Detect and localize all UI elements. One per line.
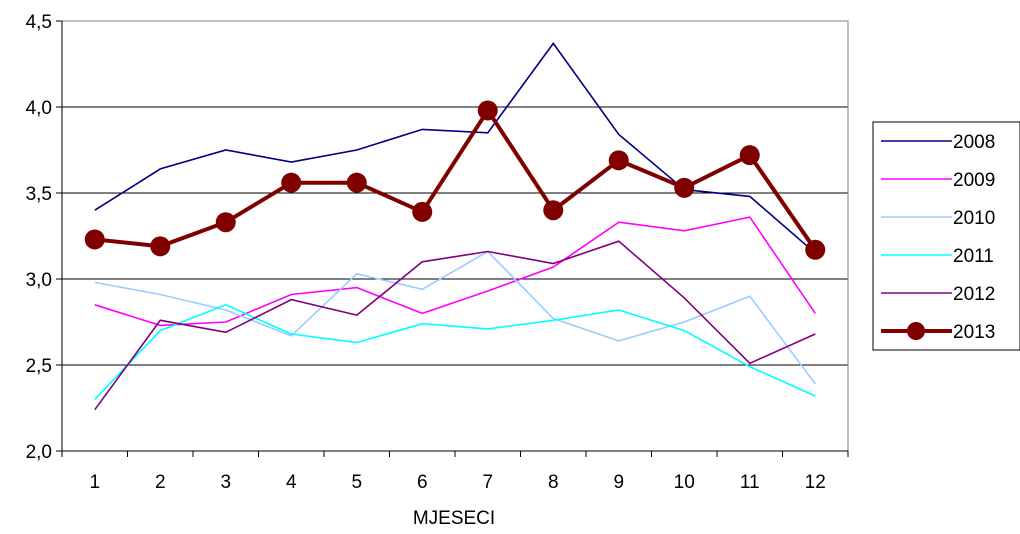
legend-label-2009: 2009: [953, 170, 995, 191]
axes: [56, 20, 849, 457]
plot-area: [61, 20, 849, 452]
x-tick-label: 10: [674, 472, 695, 493]
series-line-2011: [94, 303, 816, 400]
legend-box: [872, 121, 1020, 351]
data-point-2013: [608, 150, 629, 171]
data-point-2013: [150, 236, 171, 257]
series-line-2013: [94, 106, 817, 251]
x-tick-label: 4: [286, 472, 297, 493]
y-tick-label: 4,0: [26, 98, 52, 119]
y-tick-label: 3,5: [26, 184, 52, 205]
series-line-2010: [94, 250, 816, 385]
x-tick-label: 5: [351, 472, 362, 493]
x-tick-label: 11: [740, 472, 760, 493]
data-point-2013: [84, 229, 105, 250]
data-point-2013: [346, 172, 367, 193]
data-point-2013: [215, 212, 236, 233]
data-point-2013: [674, 177, 695, 198]
gridlines: [62, 106, 848, 366]
y-tick-labels: 2,0 2,5 3,0 3,5 4,0 4,5: [26, 12, 52, 463]
y-tick-label: 2,0: [26, 442, 52, 463]
legend: 2008 2009 2010 2011 2012 2013: [872, 121, 1020, 351]
x-tick-label: 2: [155, 472, 166, 493]
data-point-2013: [412, 201, 433, 222]
x-tick-label: 9: [613, 472, 624, 493]
series-line-2012: [94, 240, 816, 411]
y-tick-label: 2,5: [26, 356, 52, 377]
x-tick-label: 3: [220, 472, 231, 493]
data-point-2013: [543, 200, 564, 221]
data-point-2013: [739, 145, 760, 166]
data-point-2013: [477, 100, 498, 121]
legend-label-2012: 2012: [953, 284, 995, 305]
x-tick-label: 6: [417, 472, 428, 493]
series-line-2009: [94, 216, 816, 327]
y-tick-label: 3,0: [26, 270, 52, 291]
data-point-2013: [805, 239, 826, 260]
x-axis-label: MJESECI: [413, 508, 495, 529]
y-tick-label: 4,5: [26, 12, 52, 33]
series-line-2008: [94, 42, 816, 254]
x-tick-label: 1: [89, 472, 100, 493]
legend-marker-2013: [907, 322, 925, 340]
legend-label-2011: 2011: [953, 246, 994, 267]
series-lines: [84, 42, 826, 411]
x-tick-labels: 1 2 3 4 5 6 7 8 9 10 11 12: [89, 472, 825, 493]
data-point-2013: [281, 172, 302, 193]
x-tick-label: 12: [805, 472, 826, 493]
legend-label-2013: 2013: [953, 322, 995, 343]
x-tick-label: 7: [482, 472, 493, 493]
x-tick-label: 8: [548, 472, 559, 493]
legend-label-2008: 2008: [953, 132, 995, 153]
legend-label-2010: 2010: [953, 208, 995, 229]
